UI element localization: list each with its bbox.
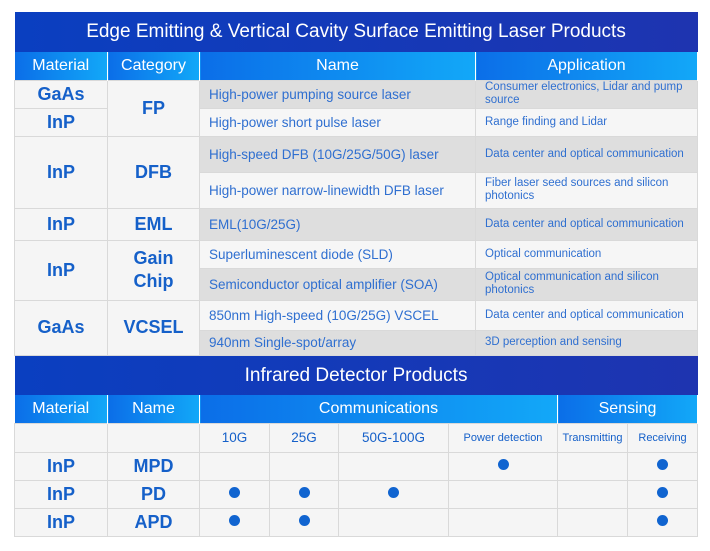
- product-name: 940nm Single-spot/array: [199, 329, 476, 356]
- header-communications: Communications: [199, 395, 558, 423]
- header-category: Category: [107, 52, 200, 80]
- application-cell: Data center and optical communication: [474, 299, 699, 331]
- detector-name: MPD: [107, 451, 200, 481]
- mark-cell: [448, 451, 558, 481]
- mark-cell: [557, 479, 628, 509]
- mark-cell: [626, 507, 699, 537]
- subheader-50g-100g: 50G-100G: [338, 422, 449, 453]
- material-cell: InP: [14, 107, 108, 137]
- product-name: Superluminescent diode (SLD): [199, 239, 476, 269]
- category-cell: FP: [107, 79, 200, 137]
- subheader-power-detection: Power detection: [448, 422, 558, 453]
- mark-cell: [448, 507, 558, 537]
- mark-cell: [626, 451, 699, 481]
- header-sensing: Sensing: [557, 395, 699, 423]
- material-cell: InP: [14, 207, 108, 241]
- mark-cell: [269, 451, 339, 481]
- subheader-receiving: Receiving: [626, 422, 699, 453]
- material-cell: InP: [14, 507, 108, 537]
- category-cell: DFB: [107, 135, 200, 209]
- dot-icon: [229, 487, 240, 498]
- product-name: High-speed DFB (10G/25G/50G) laser: [199, 135, 476, 173]
- application-cell: Consumer electronics, Lidar and pump sou…: [474, 79, 699, 109]
- mark-cell: [269, 479, 339, 509]
- mark-cell: [338, 479, 449, 509]
- application-cell: Fiber laser seed sources and silicon pho…: [474, 171, 699, 209]
- mark-cell: [199, 507, 270, 537]
- dot-icon: [388, 487, 399, 498]
- subheader-10g: 10G: [199, 422, 270, 453]
- product-name: 850nm High-speed (10G/25G) VSCEL: [199, 299, 476, 331]
- category-cell: Gain Chip: [107, 239, 200, 301]
- application-cell: Optical communication: [474, 239, 699, 269]
- product-name: High-power narrow-linewidth DFB laser: [199, 171, 476, 209]
- detector-name: APD: [107, 507, 200, 537]
- application-cell: Data center and optical communication: [474, 207, 699, 241]
- material-cell: InP: [14, 451, 108, 481]
- application-cell: Data center and optical communication: [474, 135, 699, 173]
- category-cell: EML: [107, 207, 200, 241]
- dot-icon: [657, 459, 669, 470]
- product-name: Semiconductor optical amplifier (SOA): [199, 267, 476, 301]
- mark-cell: [557, 451, 628, 481]
- dot-icon: [298, 487, 310, 498]
- header-name: Name: [199, 52, 476, 80]
- laser-table-title: Edge Emitting & Vertical Cavity Surface …: [14, 12, 698, 52]
- detector-name: PD: [107, 479, 200, 509]
- material-cell: GaAs: [14, 79, 108, 109]
- product-name: EML(10G/25G): [199, 207, 476, 241]
- subheader-transmitting: Transmitting: [557, 422, 628, 453]
- mark-cell: [269, 507, 339, 537]
- category-cell: VCSEL: [107, 299, 200, 356]
- material-cell: InP: [14, 479, 108, 509]
- dot-icon: [657, 487, 669, 498]
- detector-products-table: Infrared Detector Products Material Name…: [14, 356, 699, 537]
- mark-cell: [338, 507, 449, 537]
- mark-cell: [626, 479, 699, 509]
- header-application: Application: [475, 52, 699, 80]
- material-cell: InP: [14, 135, 108, 209]
- laser-products-table: Edge Emitting & Vertical Cavity Surface …: [14, 12, 699, 356]
- empty-cell: [14, 422, 108, 453]
- mark-cell: [557, 507, 628, 537]
- dot-icon: [497, 459, 509, 470]
- dot-icon: [298, 515, 310, 526]
- product-name: High-power pumping source laser: [199, 79, 476, 109]
- empty-cell: [107, 422, 200, 453]
- product-name: High-power short pulse laser: [199, 107, 476, 137]
- material-cell: InP: [14, 239, 108, 301]
- header-material: Material: [14, 395, 108, 423]
- mark-cell: [199, 479, 270, 509]
- detector-row: InP PD: [14, 479, 699, 509]
- detector-row: InP MPD: [14, 451, 699, 481]
- subheader-25g: 25G: [269, 422, 339, 453]
- material-cell: GaAs: [14, 299, 108, 356]
- detector-row: InP APD: [14, 507, 699, 537]
- dot-icon: [229, 515, 240, 526]
- application-cell: 3D perception and sensing: [474, 329, 699, 356]
- mark-cell: [448, 479, 558, 509]
- mark-cell: [338, 451, 449, 481]
- mark-cell: [199, 451, 270, 481]
- header-material: Material: [14, 52, 108, 80]
- application-cell: Optical communication and silicon photon…: [474, 267, 699, 301]
- dot-icon: [657, 515, 669, 526]
- detector-table-title: Infrared Detector Products: [14, 356, 698, 395]
- header-name: Name: [107, 395, 200, 423]
- application-cell: Range finding and Lidar: [474, 107, 699, 137]
